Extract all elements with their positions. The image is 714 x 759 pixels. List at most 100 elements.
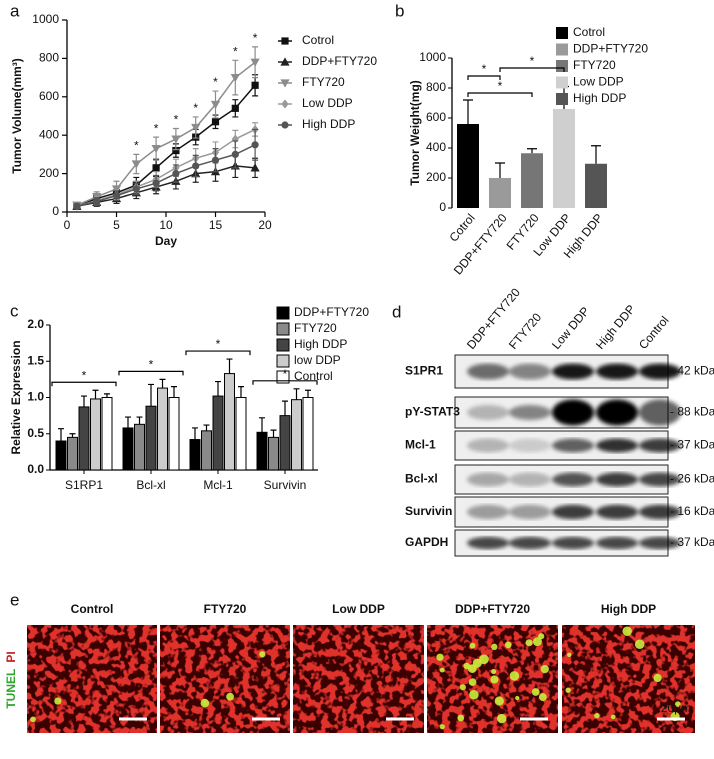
- bar: [521, 153, 543, 208]
- bar: [224, 373, 235, 471]
- legend-label: DDP+FTY720: [294, 305, 369, 319]
- row-label: Mcl-1: [405, 438, 436, 452]
- tunel-cell: [490, 668, 497, 675]
- row-label: pY-STAT3: [405, 405, 460, 419]
- error-bar: [215, 380, 221, 397]
- legend-label: Cotrol: [302, 33, 334, 47]
- x-tick-label: 20: [258, 218, 272, 232]
- x-tick-label: 15: [209, 218, 223, 232]
- x-tick-label: 5: [113, 218, 120, 232]
- error-bar: [136, 416, 143, 425]
- band: [467, 438, 509, 453]
- band: [467, 504, 509, 520]
- series-line: [76, 144, 256, 207]
- y-tick-label: 200: [39, 166, 59, 180]
- error-bar: [104, 393, 110, 398]
- tunel-cell: [594, 712, 600, 719]
- tunel-cell: [200, 698, 210, 708]
- marker: [93, 197, 101, 206]
- bar: [212, 395, 224, 471]
- bar: [291, 399, 302, 471]
- tunel-cell: [259, 651, 266, 658]
- significance: *: [530, 54, 535, 68]
- stain-name: TUNEL: [4, 669, 18, 709]
- legend-label: Control: [294, 369, 333, 383]
- y-tick-label: 1000: [419, 50, 446, 64]
- legend-label: High DDP: [302, 117, 355, 131]
- bar: [256, 431, 268, 471]
- tunel-cell: [653, 673, 662, 683]
- stain-label: TUNEL PI: [4, 651, 18, 708]
- significance: *: [193, 101, 198, 115]
- legend-label: High DDP: [573, 91, 626, 105]
- marker: [211, 118, 220, 126]
- tunel-cell: [504, 641, 512, 649]
- micrograph: [293, 625, 424, 733]
- legend-swatch: [556, 43, 568, 56]
- legend-swatch: [276, 306, 290, 320]
- significance: *: [174, 113, 179, 127]
- legend-swatch: [276, 354, 290, 368]
- bar: [489, 178, 511, 208]
- error-bar: [171, 386, 177, 398]
- band: [509, 405, 551, 420]
- y-tick-label: 600: [39, 89, 59, 103]
- y-tick-label: 1000: [32, 12, 59, 26]
- y-tick-label: 200: [426, 170, 446, 184]
- band: [639, 438, 681, 453]
- tunel-cell: [467, 664, 477, 673]
- scale-label: 20μm: [661, 701, 691, 715]
- band: [467, 405, 509, 420]
- bar: [457, 124, 479, 208]
- tunel-cell: [531, 688, 540, 696]
- error-bar: [81, 395, 87, 407]
- band: [596, 536, 638, 550]
- y-tick-label: 2.0: [27, 317, 44, 331]
- marker: [172, 146, 180, 155]
- error-bar: [69, 433, 76, 438]
- legend-label: DDP+FTY720: [302, 54, 377, 68]
- panel-label: c: [10, 301, 19, 320]
- legend-swatch: [556, 93, 568, 105]
- y-tick-label: 1.0: [27, 390, 44, 404]
- significance: *: [213, 75, 218, 89]
- error-bar: [282, 400, 288, 416]
- bar: [201, 430, 212, 471]
- lane-label: Control: [636, 313, 672, 352]
- marker: [250, 163, 260, 172]
- error-bar: [527, 148, 537, 154]
- marker: [210, 100, 221, 110]
- y-tick-label: 400: [39, 127, 59, 141]
- tunel-cell: [226, 692, 234, 701]
- lane-label: High DDP: [593, 302, 638, 352]
- legend-marker: [280, 57, 290, 66]
- image-title: Low DDP: [332, 602, 385, 616]
- stain-name: PI: [4, 651, 18, 662]
- tunel-cell: [509, 671, 520, 681]
- x-tick-label: Survivin: [264, 478, 307, 492]
- band: [596, 504, 638, 520]
- marker: [231, 150, 239, 158]
- legend-swatch: [556, 76, 568, 89]
- band: [596, 472, 638, 487]
- tunel-cell: [540, 664, 549, 674]
- legend-label: low DDP: [294, 353, 341, 367]
- legend-label: DDP+FTY720: [573, 42, 648, 56]
- band: [639, 399, 681, 426]
- size-label: - 26 kDa: [670, 472, 714, 486]
- tunel-cell: [436, 653, 444, 661]
- significance: *: [154, 121, 159, 135]
- error-bar: [226, 358, 233, 374]
- bar: [90, 398, 101, 471]
- marker: [231, 104, 239, 112]
- image-title: High DDP: [601, 602, 656, 616]
- row-label: Survivin: [405, 504, 452, 518]
- significance: *: [149, 358, 154, 372]
- image-title: DDP+FTY720: [455, 602, 530, 616]
- y-tick-label: 1.5: [27, 353, 44, 367]
- error-bar: [259, 417, 265, 433]
- bar: [78, 406, 90, 471]
- bar: [302, 397, 314, 471]
- series-line: [76, 84, 256, 207]
- tunel-cell: [515, 695, 520, 701]
